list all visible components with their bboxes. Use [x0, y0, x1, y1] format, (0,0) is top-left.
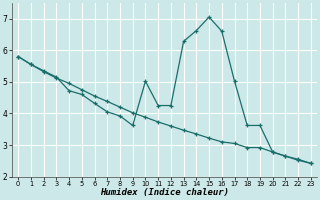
X-axis label: Humidex (Indice chaleur): Humidex (Indice chaleur)	[100, 188, 229, 197]
